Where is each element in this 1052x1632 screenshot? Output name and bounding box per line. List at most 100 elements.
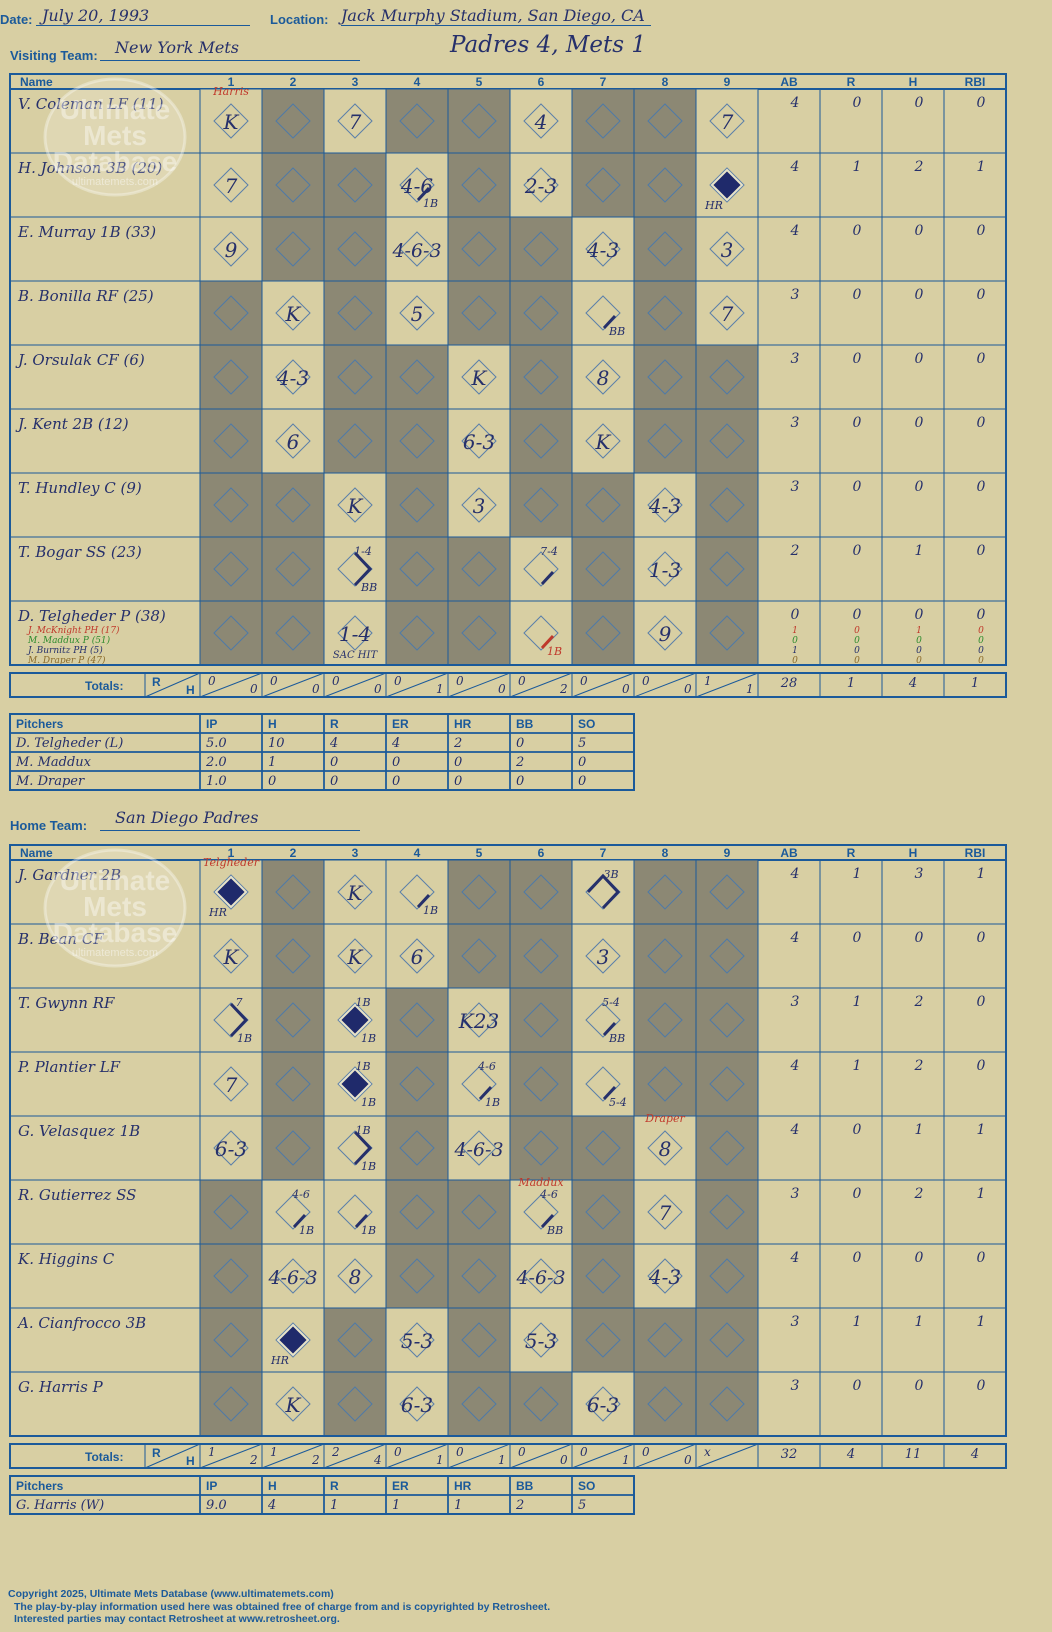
- pitcher-stat: 2.0: [205, 755, 227, 770]
- play-sub-label: SAC HIT: [333, 650, 379, 661]
- play-result: 9: [225, 238, 238, 262]
- scorecard-cell: [385, 536, 449, 602]
- scorecard-cell: [509, 216, 573, 282]
- base-diamond: [585, 167, 621, 203]
- base-diamond: [523, 487, 559, 523]
- pitching-change-note: Telgheder: [203, 856, 260, 869]
- base-diamond: [647, 1194, 683, 1230]
- scorecard-cell: [323, 1179, 387, 1245]
- base-diamond: [709, 938, 745, 974]
- inning-runs: 2: [331, 1445, 340, 1459]
- scorecard-cell: [509, 1243, 573, 1309]
- totals-stat: 32: [781, 1447, 798, 1462]
- base-diamond: [461, 615, 497, 651]
- inning-header: 6: [538, 75, 545, 89]
- inning-hits: 1: [436, 682, 444, 696]
- basepath-line: [292, 1213, 307, 1229]
- totals-slash: [633, 672, 697, 698]
- base-diamond: [709, 423, 745, 459]
- basepath-line: [540, 1213, 555, 1229]
- base-diamond: [275, 1194, 311, 1230]
- batter-stat: 1: [977, 1186, 986, 1202]
- home-pitchers-table: Pitchers IP H R ER HR BB SOG. Harris (W) 9.0 4 1 1 1…: [9, 1475, 635, 1515]
- pitcher-stat: 4: [391, 736, 400, 751]
- play-result: 4-6: [400, 174, 433, 198]
- inning-hits: 0: [684, 1453, 692, 1467]
- batter-stat: 0: [915, 930, 924, 946]
- play-result: K: [223, 945, 240, 969]
- play-result: K: [285, 1393, 302, 1417]
- inning-runs: 1: [704, 674, 712, 688]
- base-diamond: [523, 359, 559, 395]
- totals-slash: [385, 1443, 449, 1469]
- scorecard-cell: [633, 600, 697, 666]
- substitute-name: M. Maddux P (51): [27, 635, 111, 646]
- stat-header: H: [909, 846, 918, 860]
- scorecard-cell: [633, 1115, 697, 1181]
- inning-runs: 1: [208, 1445, 216, 1459]
- inning-header: 2: [290, 846, 297, 860]
- base-diamond: [709, 551, 745, 587]
- scorecard-cell: [695, 1051, 759, 1117]
- basepath-line: [416, 186, 431, 202]
- scorecard-cell: [633, 923, 697, 989]
- base-diamond: [585, 231, 621, 267]
- base-diamond: [523, 423, 559, 459]
- play-result: K: [347, 881, 364, 905]
- batter-stat: 0: [977, 1250, 986, 1266]
- totals-slash: [261, 672, 325, 698]
- scorecard-cell: [509, 1051, 573, 1117]
- totals-slash: [695, 1443, 759, 1469]
- scorecard-cell: [633, 1051, 697, 1117]
- basepath-line: [602, 1085, 617, 1101]
- stat-header: R: [847, 75, 856, 89]
- totals-h-label: H: [186, 1454, 195, 1468]
- base-diamond: [461, 1066, 497, 1102]
- batter-stat: 1: [853, 1058, 862, 1074]
- batter-stat: 1: [977, 1314, 986, 1330]
- totals-slash: [447, 1443, 511, 1469]
- batter-stat: 1: [853, 866, 862, 882]
- substitute-stat: 0: [792, 636, 798, 646]
- basepath-line: [354, 1213, 369, 1229]
- batter-stat: 0: [977, 223, 986, 239]
- scorecard-cell: [509, 1179, 573, 1245]
- scorecard-cell: [695, 1307, 759, 1373]
- inning-runs: 0: [518, 1445, 526, 1459]
- base-diamond: [399, 231, 435, 267]
- scorecard-cell: [571, 88, 635, 154]
- base-diamond: [461, 103, 497, 139]
- play-sub-label: 1B: [485, 1096, 500, 1109]
- play-note: 1B: [355, 1060, 370, 1073]
- base-diamond: [647, 103, 683, 139]
- base-diamond: [399, 1258, 435, 1294]
- base-diamond: [461, 359, 497, 395]
- batter-name: G. Velasquez 1B: [18, 1122, 140, 1140]
- play-note: 7-4: [540, 545, 558, 558]
- base-diamond: [523, 1130, 559, 1166]
- base-diamond: [523, 295, 559, 331]
- pitcher-stat: 2: [453, 736, 462, 751]
- pitcher-stat: 1.0: [206, 774, 227, 789]
- play-sub-label: 1B: [299, 1224, 314, 1237]
- batter-stat: 0: [977, 1058, 986, 1074]
- batter-stat: 0: [853, 479, 862, 495]
- date-label: Date:: [0, 12, 33, 27]
- scorecard-cell: [323, 600, 387, 666]
- base-diamond: [275, 615, 311, 651]
- pitcher-header: ER: [392, 1479, 409, 1493]
- batter-name: T. Bogar SS (23): [18, 543, 142, 561]
- totals-slash: [509, 1443, 573, 1469]
- substitute-stat: 1: [916, 626, 922, 636]
- inning-hits: 0: [312, 682, 320, 696]
- scorecard-cell: [695, 923, 759, 989]
- scorecard-cell: [261, 152, 325, 218]
- totals-stat: 28: [780, 676, 798, 691]
- scorecard-cell: [385, 280, 449, 346]
- play-result: 6: [411, 945, 424, 969]
- batter-stat: 0: [853, 930, 862, 946]
- batter-stat: 1: [915, 1122, 924, 1138]
- play-result: 4-3: [648, 494, 681, 518]
- scorecard-cell: [323, 344, 387, 410]
